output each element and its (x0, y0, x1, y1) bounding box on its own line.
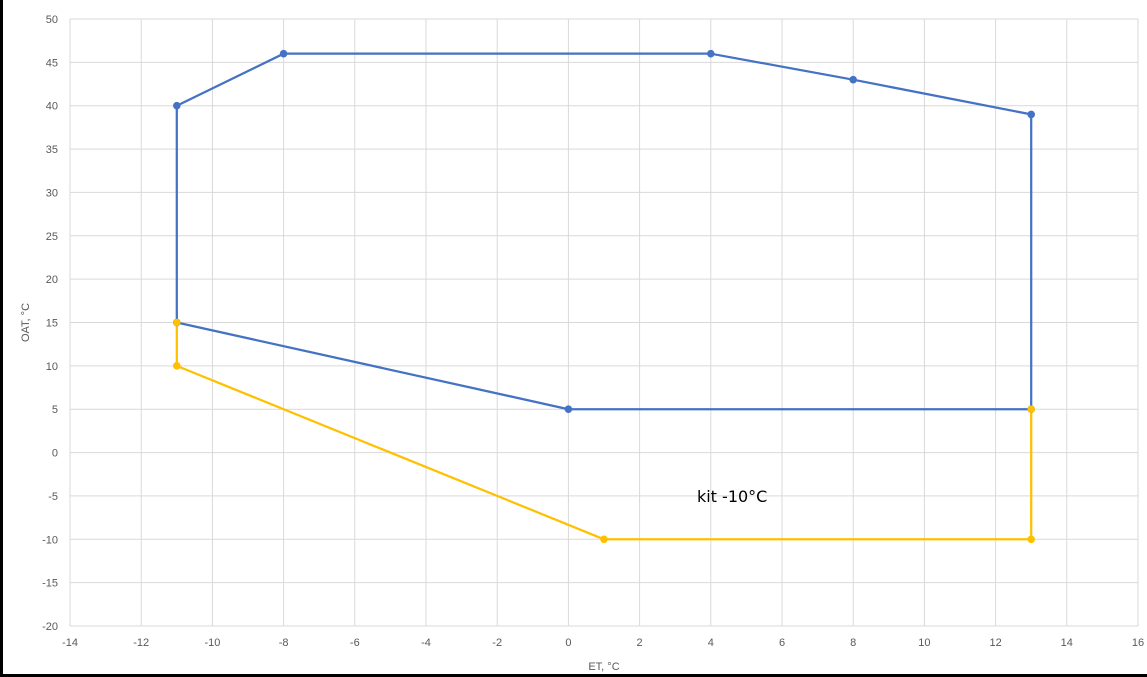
x-tick-label: 2 (637, 637, 643, 649)
y-tick-label: 0 (52, 448, 58, 460)
y-tick-label: -5 (48, 491, 58, 503)
x-tick-label: 8 (850, 637, 856, 649)
x-tick-label: -12 (133, 637, 149, 649)
series-0-point (564, 405, 573, 414)
x-tick-label: -10 (204, 637, 220, 649)
x-tick-label: 0 (565, 637, 571, 649)
x-tick-label: -2 (492, 637, 502, 649)
series-1-point (1027, 535, 1035, 544)
y-tick-label: 10 (46, 361, 58, 373)
y-tick-label: 35 (46, 144, 58, 156)
series-0-line (175, 52, 1033, 411)
annotation-kit-label: kit -10°C (697, 487, 767, 506)
x-tick-label: 10 (918, 637, 930, 649)
series-0-point (1027, 110, 1035, 119)
x-tick-label: 12 (989, 637, 1001, 649)
series-1-point (1027, 405, 1035, 414)
x-tick-labels: -14 -12 -10 -8 -6 -4 -2 0 2 4 6 8 10 12 14 16 (62, 637, 1144, 649)
y-tick-labels: -20 -15 -10 -5 0 5 10 15 20 25 30 35 40 45 50 (42, 14, 58, 633)
x-tick-label: -4 (421, 637, 431, 649)
x-tick-label: -6 (350, 637, 360, 649)
x-tick-label: 6 (779, 637, 785, 649)
y-tick-label: 45 (46, 57, 58, 69)
x-tick-label: 4 (708, 637, 714, 649)
series-1-point (173, 362, 181, 370)
x-axis-title: ET, °C (588, 661, 619, 673)
x-tick-label: 16 (1132, 637, 1144, 649)
y-tick-label: -20 (42, 621, 58, 633)
y-tick-label: 5 (52, 404, 58, 416)
series-0-point (707, 49, 715, 58)
y-axis-title: OAT, °C (20, 303, 32, 342)
series-1-point (600, 535, 608, 544)
series-0-point (849, 75, 857, 84)
series-group (173, 49, 1035, 544)
x-tick-label: -14 (62, 637, 78, 649)
y-tick-label: 50 (46, 14, 58, 26)
x-tick-label: -8 (279, 637, 289, 649)
series-0-point (279, 49, 288, 58)
y-tick-label: -10 (42, 534, 58, 546)
y-tick-label: 15 (46, 318, 58, 330)
y-tick-label: 30 (46, 187, 58, 199)
chart-svg: -14 -12 -10 -8 -6 -4 -2 0 2 4 6 8 10 12 14 16 -20-15-10… (20, 14, 1144, 673)
x-tick-label: 14 (1061, 637, 1073, 649)
y-tick-label: 25 (46, 231, 58, 243)
series-1-line (175, 322, 1033, 541)
y-tick-label: -15 (42, 578, 58, 590)
y-tick-label: 20 (46, 274, 58, 286)
y-tick-label: 40 (46, 101, 58, 113)
grid-lines (69, 18, 1139, 627)
series-1-point (173, 318, 181, 327)
series-0-point (173, 101, 181, 110)
